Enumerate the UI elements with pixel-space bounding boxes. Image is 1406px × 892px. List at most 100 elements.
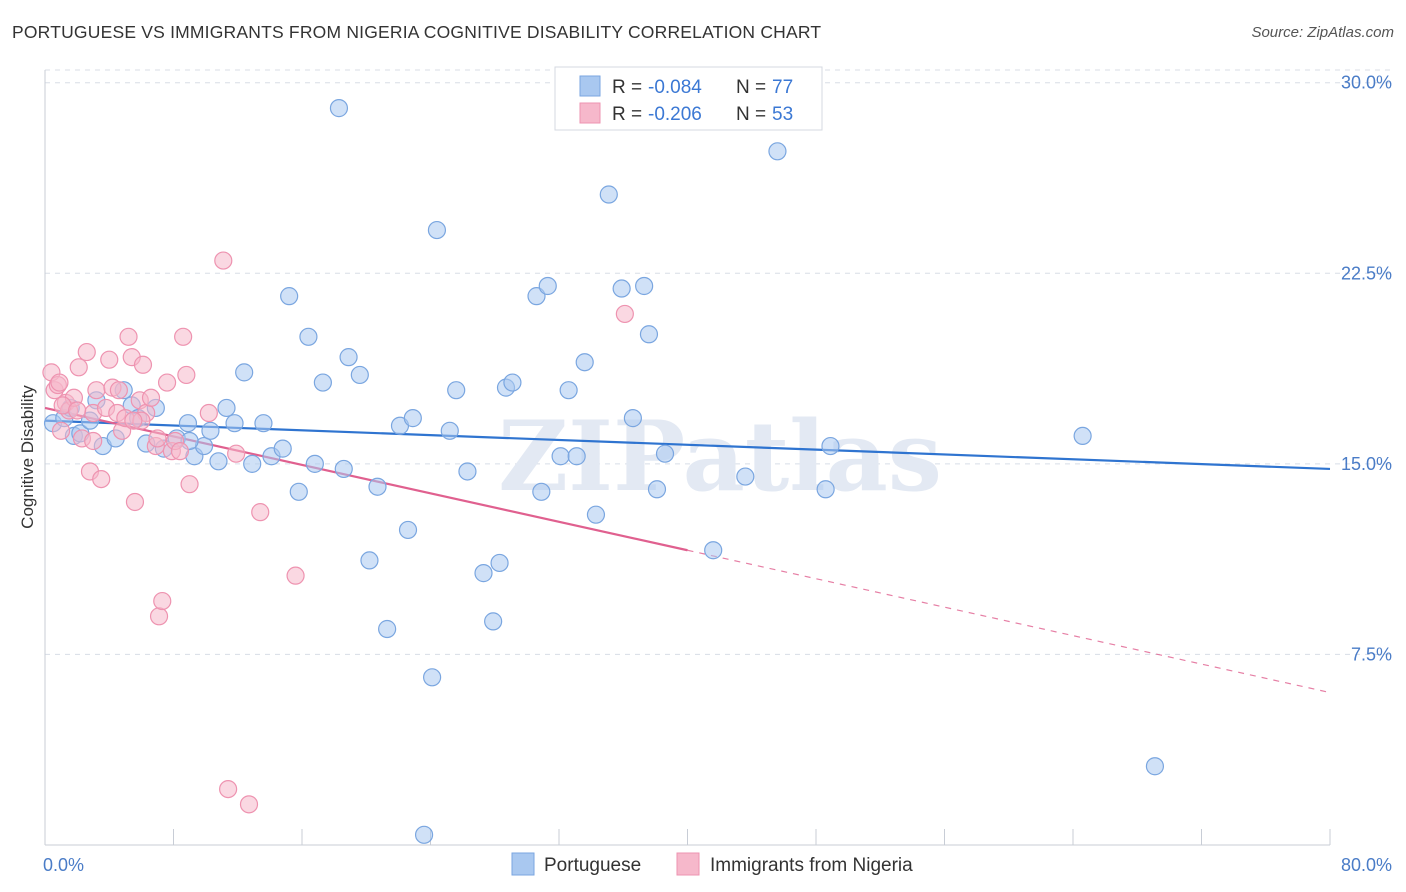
point-portuguese [559,381,578,400]
point-portuguese [280,287,299,306]
point-nigeria [219,779,238,799]
point-portuguese [503,373,522,392]
point-portuguese [623,409,642,428]
point-portuguese [736,467,755,486]
point-nigeria [153,591,172,611]
point-portuguese [586,505,606,524]
point-portuguese [575,353,594,372]
point-portuguese [225,414,244,433]
y-axis-label: Cognitive Disability [18,385,37,529]
point-portuguese [1073,426,1092,446]
point-portuguese [704,541,723,560]
point-portuguese [647,480,667,499]
x-tick-label-max: 80.0% [1341,855,1392,875]
point-portuguese [458,462,477,481]
point-portuguese [447,381,466,400]
point-portuguese [768,142,787,161]
point-portuguese [403,409,422,428]
legend-label-nigeria: Immigrants from Nigeria [710,855,913,876]
point-nigeria [125,492,145,512]
point-portuguese [254,414,273,433]
point-portuguese [339,348,358,367]
point-portuguese [567,447,586,466]
point-portuguese [329,99,349,118]
point-nigeria [109,381,128,400]
point-portuguese [423,668,442,687]
y-tick-label: 22.5% [1341,263,1392,283]
point-nigeria [51,421,71,440]
point-nigeria [148,429,167,448]
point-portuguese [612,279,631,298]
point-nigeria [133,355,153,374]
legend-n-value-2: 53 [772,104,793,125]
point-nigeria [180,475,199,494]
y-tick-label: 7.5% [1351,644,1392,664]
point-portuguese [414,825,434,844]
point-nigeria [174,327,193,346]
point-nigeria [68,401,87,420]
point-portuguese [440,421,459,440]
point-nigeria [251,503,270,522]
series-legend: Portuguese Immigrants from Nigeria [511,852,913,876]
point-nigeria [92,469,111,489]
legend-swatch-portuguese-bottom [511,852,535,876]
point-portuguese [821,436,840,456]
legend-swatch-portuguese [579,75,601,97]
point-portuguese [1145,757,1165,776]
legend-r-value-2: -0.206 [648,104,702,125]
y-tick-label: 15.0% [1341,454,1392,474]
point-nigeria [199,403,218,423]
point-nigeria [227,444,246,463]
point-portuguese [635,276,654,296]
point-portuguese [305,454,324,473]
point-nigeria [214,251,233,270]
legend-swatch-nigeria [579,102,601,124]
point-portuguese [484,612,503,631]
axes [44,70,1331,846]
point-nigeria [69,358,88,377]
point-portuguese [289,482,308,501]
point-portuguese [235,363,254,382]
tick-labels: 7.5% 15.0% 22.5% 30.0% 0.0% 80.0% [43,73,1392,875]
legend-r-label-1: R = [612,77,642,98]
point-portuguese [243,454,262,473]
x-tick-label-min: 0.0% [43,855,84,875]
legend-swatch-nigeria-bottom [676,852,700,876]
trend-line-extension-nigeria [687,549,1331,694]
point-portuguese [599,185,618,204]
point-portuguese [299,327,318,346]
stats-legend: R = -0.084 N = 77 R = -0.206 N = 53 [554,66,823,131]
legend-n-label-1: N = [736,77,766,98]
point-portuguese [334,459,353,479]
point-portuguese [378,619,397,639]
legend-n-value-1: 77 [772,77,793,98]
point-portuguese [490,553,509,573]
point-portuguese [532,482,551,501]
point-nigeria [77,342,96,362]
legend-label-portuguese: Portuguese [544,855,641,876]
data-points [42,99,1165,844]
point-nigeria [87,381,106,400]
point-nigeria [50,373,69,392]
point-portuguese [816,480,835,499]
point-nigeria [124,411,143,430]
point-nigeria [119,327,138,346]
point-nigeria [286,566,305,585]
point-portuguese [313,373,332,392]
point-nigeria [141,388,161,407]
point-portuguese [538,276,557,296]
point-portuguese [368,477,387,496]
point-portuguese [360,551,379,570]
point-nigeria [615,304,634,324]
y-tick-label: 30.0% [1341,73,1392,93]
point-nigeria [157,373,177,392]
point-nigeria [149,607,169,626]
point-portuguese [273,439,292,458]
point-portuguese [209,452,228,471]
point-portuguese [178,414,198,433]
point-nigeria [100,350,119,369]
point-portuguese [217,398,236,418]
point-portuguese [350,365,369,385]
point-nigeria [170,442,190,461]
